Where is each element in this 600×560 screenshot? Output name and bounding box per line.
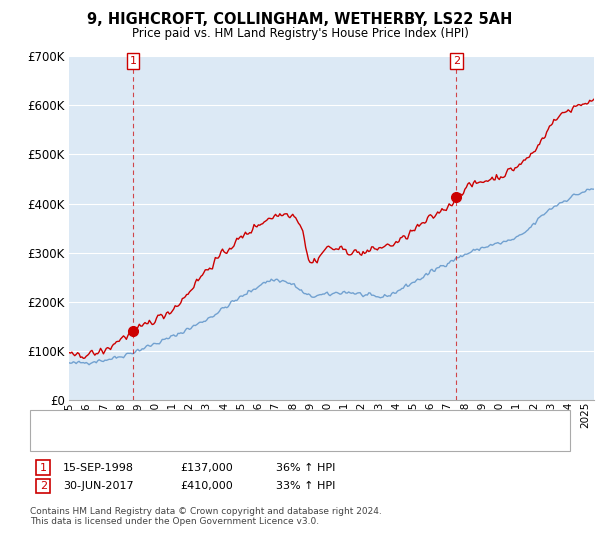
Text: £137,000: £137,000 xyxy=(180,463,233,473)
Text: 1: 1 xyxy=(130,56,136,66)
Legend: 9, HIGHCROFT, COLLINGHAM, WETHERBY, LS22 5AH (detached house), HPI: Average pric: 9, HIGHCROFT, COLLINGHAM, WETHERBY, LS22… xyxy=(41,415,448,446)
Text: Price paid vs. HM Land Registry's House Price Index (HPI): Price paid vs. HM Land Registry's House … xyxy=(131,27,469,40)
Text: Contains HM Land Registry data © Crown copyright and database right 2024.
This d: Contains HM Land Registry data © Crown c… xyxy=(30,507,382,526)
Text: 2: 2 xyxy=(453,56,460,66)
Text: 1: 1 xyxy=(40,463,47,473)
Text: 33% ↑ HPI: 33% ↑ HPI xyxy=(276,481,335,491)
Text: 30-JUN-2017: 30-JUN-2017 xyxy=(63,481,134,491)
Text: 9, HIGHCROFT, COLLINGHAM, WETHERBY, LS22 5AH: 9, HIGHCROFT, COLLINGHAM, WETHERBY, LS22… xyxy=(88,12,512,27)
Text: £410,000: £410,000 xyxy=(180,481,233,491)
Text: 36% ↑ HPI: 36% ↑ HPI xyxy=(276,463,335,473)
Text: 15-SEP-1998: 15-SEP-1998 xyxy=(63,463,134,473)
Text: 2: 2 xyxy=(40,481,47,491)
